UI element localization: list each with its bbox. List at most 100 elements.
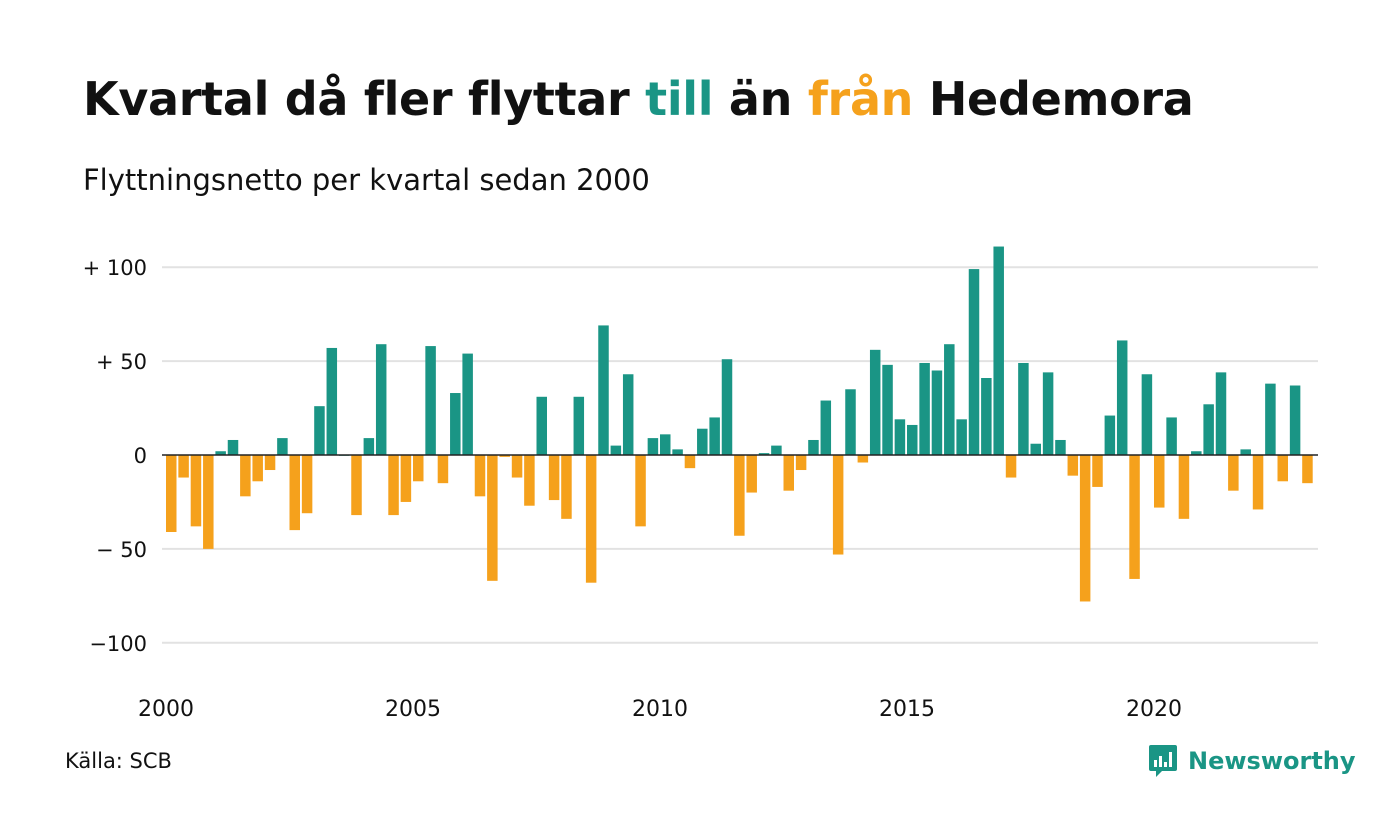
bar-54 (832, 455, 844, 555)
bar-20 (413, 455, 424, 482)
bar-6 (240, 455, 251, 497)
bar-11 (301, 455, 313, 514)
bar-45 (721, 359, 733, 455)
bar-65 (968, 269, 980, 455)
bar-73 (1067, 455, 1079, 476)
title-part-1: Kvartal då fler flyttar (83, 72, 646, 126)
bar-35 (598, 325, 609, 455)
bar-72 (1055, 439, 1066, 455)
bar-44 (709, 417, 720, 455)
bar-15 (351, 455, 362, 516)
bar-57 (869, 349, 881, 455)
bar-30 (536, 396, 547, 455)
bar-23 (450, 393, 461, 455)
bar-79 (1141, 374, 1153, 455)
y-tick-label: + 100 (83, 256, 147, 280)
bar-19 (400, 455, 412, 502)
bar-33 (573, 396, 585, 455)
x-tick-label: 2010 (632, 697, 688, 722)
y-tick-label: + 50 (96, 350, 147, 374)
bar-29 (524, 455, 535, 506)
title-part-3: Hedemora (913, 72, 1194, 126)
newsworthy-logo-icon (1149, 745, 1177, 777)
bar-47 (746, 455, 757, 493)
bar-80 (1154, 455, 1165, 508)
newsworthy-brand[interactable]: Newsworthy (1148, 744, 1356, 778)
bar-41 (672, 449, 683, 455)
bar-43 (697, 428, 708, 455)
x-axis-tick-labels: 2000 2005 2010 2015 2020 (138, 697, 1182, 722)
bar-68 (1005, 455, 1017, 478)
y-tick-label: 0 (134, 444, 147, 468)
bar-42 (684, 455, 696, 469)
bar-25 (474, 455, 486, 497)
bar-62 (931, 370, 943, 455)
title-negative-word: från (807, 72, 914, 126)
bar-26 (487, 455, 498, 581)
bar-48 (758, 453, 770, 455)
bar-34 (585, 455, 597, 583)
bar-27 (499, 455, 510, 457)
source-note: Källa: SCB (65, 749, 172, 773)
brand-name: Newsworthy (1188, 747, 1356, 775)
y-axis-tick-labels: + 100 + 50 0 − 50 −100 (83, 256, 147, 656)
bar-66 (981, 378, 992, 455)
bar-88 (1252, 455, 1264, 510)
bars (166, 246, 1313, 602)
bar-7 (252, 455, 263, 482)
bar-17 (375, 344, 387, 455)
bar-32 (561, 455, 572, 519)
bar-40 (660, 434, 671, 455)
bar-81 (1166, 417, 1177, 455)
bar-50 (783, 455, 794, 491)
bar-91 (1289, 385, 1301, 455)
bar-52 (808, 439, 819, 455)
bar-53 (820, 400, 832, 455)
bar-92 (1302, 455, 1313, 484)
bar-12 (314, 406, 325, 455)
x-tick-label: 2005 (385, 697, 441, 722)
bar-8 (264, 455, 276, 471)
bar-76 (1104, 415, 1116, 455)
bar-55 (845, 389, 856, 455)
bar-9 (277, 438, 288, 455)
y-tick-label: − 50 (96, 538, 147, 562)
bar-58 (882, 364, 893, 455)
bar-4 (215, 451, 226, 455)
bar-2 (190, 455, 202, 527)
bar-89 (1265, 383, 1276, 455)
chart-title: Kvartal då fler flyttar till än från Hed… (83, 72, 1194, 126)
bar-75 (1092, 455, 1103, 487)
bar-71 (1042, 372, 1054, 455)
bar-84 (1203, 404, 1214, 455)
bar-60 (907, 424, 918, 455)
x-tick-label: 2000 (138, 697, 194, 722)
bar-78 (1129, 455, 1140, 579)
bar-49 (771, 445, 782, 455)
bar-77 (1116, 340, 1128, 455)
bar-13 (326, 347, 338, 455)
bar-70 (1030, 443, 1041, 455)
bar-85 (1215, 372, 1227, 455)
bar-64 (956, 419, 967, 455)
title-positive-word: till (645, 72, 714, 126)
bar-86 (1228, 455, 1239, 491)
gridlines (162, 266, 1318, 644)
bar-16 (363, 438, 375, 455)
bar-10 (289, 455, 300, 531)
bar-38 (635, 455, 646, 527)
bar-28 (511, 455, 523, 478)
bar-69 (1018, 362, 1029, 455)
bar-46 (734, 455, 745, 536)
bar-21 (425, 346, 436, 455)
bar-37 (622, 374, 634, 455)
bar-22 (437, 455, 449, 484)
bar-56 (857, 455, 869, 463)
bar-87 (1240, 449, 1251, 455)
bar-51 (795, 455, 807, 471)
bar-74 (1079, 455, 1091, 602)
bar-5 (227, 439, 239, 455)
bar-82 (1178, 455, 1190, 519)
bar-18 (388, 455, 399, 516)
